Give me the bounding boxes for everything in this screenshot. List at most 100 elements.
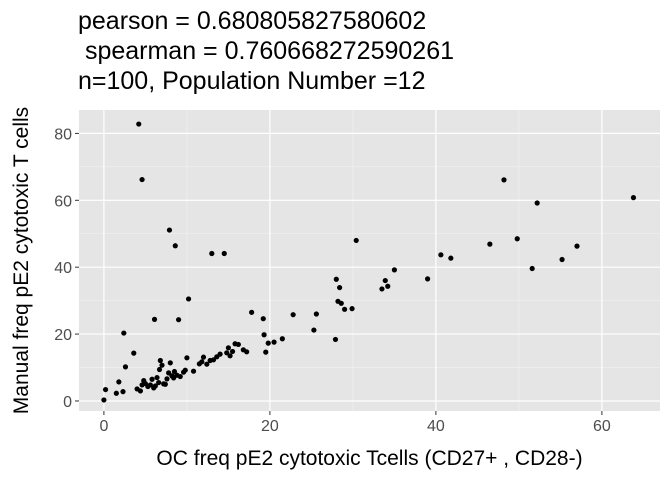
y-tick-labels: 0 20 40 60 80	[54, 126, 72, 411]
data-point	[182, 367, 188, 373]
data-point	[261, 332, 267, 338]
data-point	[574, 243, 580, 249]
data-point	[349, 306, 355, 312]
data-point	[438, 252, 444, 258]
chart-title: pearson = 0.680805827580602 spearman = 0…	[78, 6, 454, 96]
data-point	[151, 316, 158, 322]
data-point	[332, 336, 339, 343]
data-point	[147, 382, 153, 388]
data-point	[311, 327, 317, 333]
data-point	[425, 276, 431, 282]
y-tick-label: 80	[54, 126, 72, 143]
data-point	[154, 374, 160, 381]
data-point	[501, 177, 507, 183]
data-point	[190, 368, 197, 374]
data-point	[630, 195, 637, 201]
data-point	[224, 350, 230, 356]
axis-ticks	[75, 132, 603, 415]
data-point	[131, 350, 137, 356]
data-point	[164, 376, 170, 382]
data-point	[235, 341, 241, 348]
data-point	[185, 296, 192, 302]
data-point	[102, 386, 109, 393]
data-point	[229, 348, 236, 355]
data-point	[122, 364, 129, 370]
data-point	[162, 381, 168, 387]
data-point	[338, 300, 344, 306]
data-point	[249, 309, 255, 315]
data-point	[116, 379, 122, 385]
data-point	[391, 267, 397, 273]
y-tick-label: 0	[63, 394, 72, 411]
x-tick-label: 0	[99, 418, 108, 435]
minor-gridlines	[79, 110, 660, 411]
data-point	[448, 255, 454, 261]
data-point	[167, 360, 173, 366]
x-tick-label: 40	[427, 418, 445, 435]
data-point	[121, 330, 127, 336]
x-axis-title: OC freq pE2 cytotoxic Tcells (CD27+ , CD…	[156, 447, 582, 470]
data-point	[139, 176, 145, 183]
data-point	[385, 283, 391, 289]
data-point	[177, 373, 183, 380]
data-point	[290, 312, 296, 318]
y-tick-label: 60	[54, 193, 72, 210]
x-tick-labels: 0 20 40 60	[99, 418, 610, 435]
data-point	[157, 357, 163, 364]
data-point	[529, 265, 535, 272]
data-point	[353, 237, 359, 244]
data-point	[149, 376, 155, 382]
data-point	[265, 340, 271, 346]
data-point	[200, 354, 207, 360]
data-point	[113, 390, 119, 396]
data-point	[172, 243, 178, 249]
data-point	[337, 284, 343, 291]
data-point	[210, 357, 217, 363]
y-tick-label: 40	[54, 260, 72, 277]
data-point	[137, 388, 144, 394]
data-point	[487, 241, 493, 247]
data-point	[382, 277, 388, 284]
data-point	[156, 366, 163, 373]
data-point	[184, 355, 190, 361]
data-point	[152, 383, 158, 389]
data-point	[379, 286, 385, 292]
data-point	[271, 339, 277, 345]
x-tick-label: 60	[593, 418, 611, 435]
data-point	[221, 250, 227, 257]
data-point	[156, 379, 162, 386]
data-point	[101, 397, 107, 403]
title-line-sample-info: n=100, Population Number =12	[78, 67, 426, 95]
data-point	[159, 362, 165, 368]
data-point	[514, 236, 520, 242]
data-point	[534, 200, 540, 206]
data-point	[120, 389, 126, 395]
data-point	[166, 227, 173, 233]
major-gridlines	[79, 110, 660, 411]
data-point	[204, 361, 210, 367]
data-point	[227, 353, 233, 359]
data-point	[263, 349, 269, 355]
data-point	[313, 311, 319, 317]
data-point	[559, 256, 565, 263]
data-point	[225, 345, 231, 351]
y-tick-label: 20	[54, 327, 72, 344]
data-point	[176, 317, 182, 323]
y-axis-title: Manual freq pE2 cytotoxic T cells	[10, 107, 33, 414]
data-point	[244, 349, 250, 355]
data-points	[101, 121, 637, 403]
data-point	[199, 359, 205, 365]
x-tick-label: 20	[261, 418, 279, 435]
data-point	[342, 306, 348, 312]
data-point	[171, 368, 178, 375]
data-point	[166, 370, 172, 376]
data-point	[209, 250, 215, 257]
data-point	[333, 276, 339, 282]
data-point	[217, 351, 223, 357]
data-point	[279, 336, 285, 342]
data-point	[136, 121, 142, 127]
title-line-pearson: pearson = 0.680805827580602	[78, 7, 427, 35]
data-point	[260, 316, 266, 322]
title-line-spearman: spearman = 0.760668272590261	[78, 37, 455, 65]
